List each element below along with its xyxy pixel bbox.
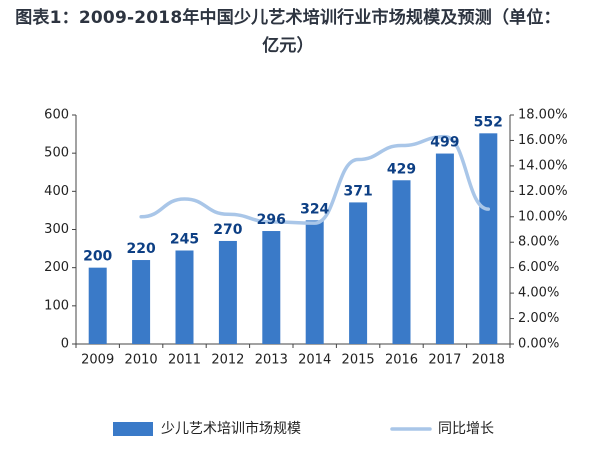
x-tick-label-7: 2016: [385, 353, 418, 368]
x-tick-label-2: 2011: [168, 353, 201, 368]
right-tick-label-8: 16.00%: [518, 133, 568, 148]
left-tick-label-0: 0: [61, 337, 69, 352]
chart-title: 图表1：2009-2018年中国少儿艺术培训行业市场规模及预测（单位：亿元）: [15, 8, 561, 56]
bar-2010: [132, 260, 151, 344]
bar-2011: [175, 250, 194, 344]
right-tick-label-4: 8.00%: [518, 235, 559, 250]
bar-data-label-2013: 296: [257, 212, 286, 228]
bar-data-label-2012: 270: [213, 222, 242, 238]
right-tick-label-0: 0.00%: [518, 337, 559, 352]
left-tick-label-4: 400: [44, 184, 69, 199]
left-tick-label-5: 500: [44, 146, 69, 161]
right-tick-label-6: 12.00%: [518, 184, 568, 199]
right-tick-label-9: 18.00%: [518, 108, 568, 123]
bar-data-label-2010: 220: [126, 241, 155, 257]
right-tick-label-5: 10.00%: [518, 209, 568, 224]
right-tick-label-7: 14.00%: [518, 158, 568, 173]
right-tick-label-3: 6.00%: [518, 260, 559, 275]
left-tick-label-1: 100: [44, 298, 69, 313]
legend-bar-label: 少儿艺术培训市场规模: [161, 420, 301, 437]
left-tick-label-3: 300: [44, 222, 69, 237]
x-tick-label-4: 2013: [255, 353, 288, 368]
bar-2015: [349, 202, 368, 344]
x-tick-label-3: 2012: [211, 353, 244, 368]
bar-data-label-2011: 245: [170, 231, 199, 247]
left-tick-label-6: 600: [44, 108, 69, 123]
x-tick-label-1: 2010: [125, 353, 158, 368]
right-tick-label-2: 4.00%: [518, 286, 559, 301]
x-tick-label-8: 2017: [428, 353, 461, 368]
bar-data-label-2016: 429: [387, 161, 416, 177]
growth-series-line: [139, 134, 491, 225]
bar-data-label-2018: 552: [474, 114, 503, 130]
x-tick-label-0: 2009: [81, 353, 114, 368]
bar-2017: [435, 153, 454, 344]
legend-line-label: 同比增长: [438, 421, 494, 437]
bar-data-label-2015: 371: [343, 183, 372, 199]
x-tick-label-9: 2018: [472, 353, 505, 368]
bar-data-label-2017: 499: [430, 135, 459, 151]
bar-2009: [88, 267, 107, 344]
left-tick-label-2: 200: [44, 260, 69, 275]
right-tick-label-1: 2.00%: [518, 311, 559, 326]
x-tick-label-6: 2015: [342, 353, 375, 368]
bar-2014: [305, 220, 324, 344]
x-tick-label-5: 2014: [298, 353, 331, 368]
legend-bar-swatch: [113, 422, 153, 436]
bar-2018: [479, 133, 498, 344]
bar-2012: [218, 240, 237, 344]
bar-data-label-2009: 200: [83, 249, 112, 265]
bar-2016: [392, 180, 411, 344]
bar-2013: [262, 231, 281, 344]
bar-data-label-2014: 324: [300, 201, 329, 217]
